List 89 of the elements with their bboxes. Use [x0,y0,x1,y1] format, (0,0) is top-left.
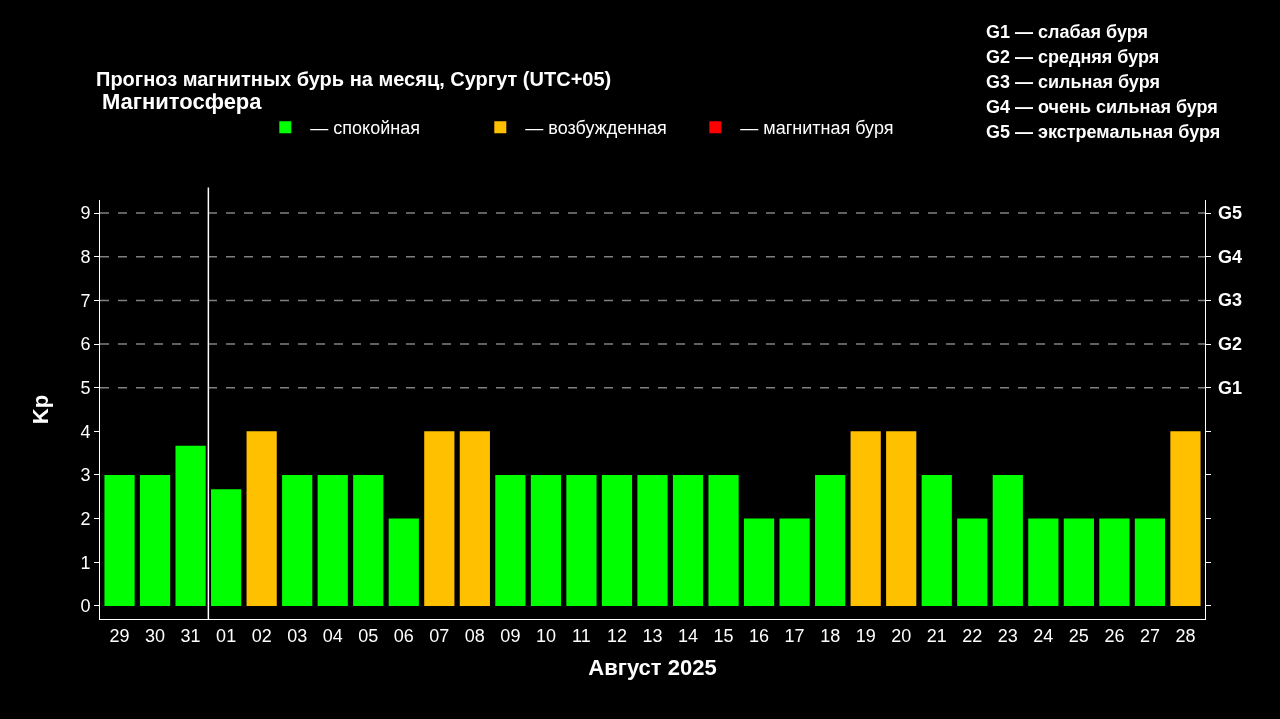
x-tick-label: 10 [535,625,556,646]
bar [1134,518,1166,606]
x-tick-label: 17 [784,625,805,646]
bar [353,474,384,606]
x-tick-label: 27 [1139,625,1160,646]
bar [175,445,206,606]
x-tick-label: 20 [891,625,912,646]
x-tick-label: 04 [322,625,343,646]
x-tick-label: 09 [500,625,521,646]
ref-line-label: G5 [1218,203,1243,223]
bar [317,474,348,606]
bar [957,518,988,606]
text: G2 — средняя буря [986,47,1160,67]
x-tick-label: 22 [962,625,983,646]
x-tick-label: 03 [287,625,308,646]
bar [459,431,490,606]
bar [1099,518,1130,606]
bar [601,474,633,606]
bar [850,431,881,606]
x-tick-label: 06 [393,625,414,646]
x-tick-label: 29 [109,625,130,646]
bar [1170,431,1201,606]
y-tick-label: 3 [80,465,91,486]
x-tick-label: 25 [1068,625,1089,646]
legend-label: — магнитная буря [740,118,894,139]
x-axis-title: Август 2025 [588,655,717,681]
bar [1028,518,1059,606]
x-tick-label: 11 [572,625,591,646]
bar [672,474,704,606]
ref-line-label: G1 [1218,378,1243,398]
text: G3 — сильная буря [986,72,1160,92]
bar [139,474,171,606]
x-tick-label: 31 [180,625,201,646]
x-tick-label: 16 [749,625,770,646]
x-tick-label: 14 [678,625,699,646]
bar [566,474,597,606]
x-tick-label: 24 [1033,625,1054,646]
text: G4 — очень сильная буря [986,97,1218,117]
bar [530,474,562,606]
bar [1063,518,1094,606]
x-tick-label: 15 [713,625,734,646]
y-tick-label: 7 [80,290,91,311]
y-axis-title: Kp [28,394,54,425]
bar [495,474,526,606]
chart-title: Прогноз магнитных бурь на месяц, Сургут (UTC+05) [96,67,612,90]
bar [388,518,419,606]
bar [743,518,775,606]
x-tick-label: 12 [606,625,627,646]
text: G1 — слабая буря [986,22,1149,42]
bar [637,474,668,606]
x-tick-label: 08 [464,625,485,646]
x-tick-label: 13 [642,625,663,646]
bar [779,518,810,606]
y-tick-label: 5 [80,377,91,398]
legend-label: — возбужденная [525,118,667,139]
text: G5 — экстремальная буря [986,122,1221,142]
y-tick-label: 9 [80,203,91,224]
bar [424,431,455,606]
bar [282,474,313,606]
x-tick-label: 19 [855,625,876,646]
bar [708,474,739,606]
bar [886,431,917,606]
y-tick-label: 8 [80,247,91,268]
legend-label: — спокойная [310,118,420,139]
ref-line-label: G2 [1218,334,1243,354]
x-tick-label: 02 [251,625,272,646]
x-tick-label: 26 [1104,625,1125,646]
x-tick-label: 07 [429,625,450,646]
y-tick-label: 4 [80,421,91,442]
y-tick-label: 0 [80,596,91,617]
bar [104,474,135,606]
bar [921,474,952,606]
x-tick-label: 30 [145,625,166,646]
x-tick-label: 23 [997,625,1018,646]
bar [815,474,846,606]
bar [211,489,242,606]
bar [246,431,277,606]
bar [992,474,1023,606]
y-tick-label: 2 [80,508,91,529]
x-tick-label: 05 [358,625,379,646]
ref-line-label: G3 [1218,290,1243,310]
x-tick-label: 28 [1175,625,1196,646]
y-tick-label: 1 [80,552,91,573]
x-tick-label: 21 [926,625,947,646]
ref-line-label: G4 [1218,247,1243,267]
y-tick-label: 6 [80,334,91,355]
legend-title: Магнитосфера [102,89,263,115]
x-tick-label: 01 [216,625,237,646]
x-tick-label: 18 [820,625,841,646]
